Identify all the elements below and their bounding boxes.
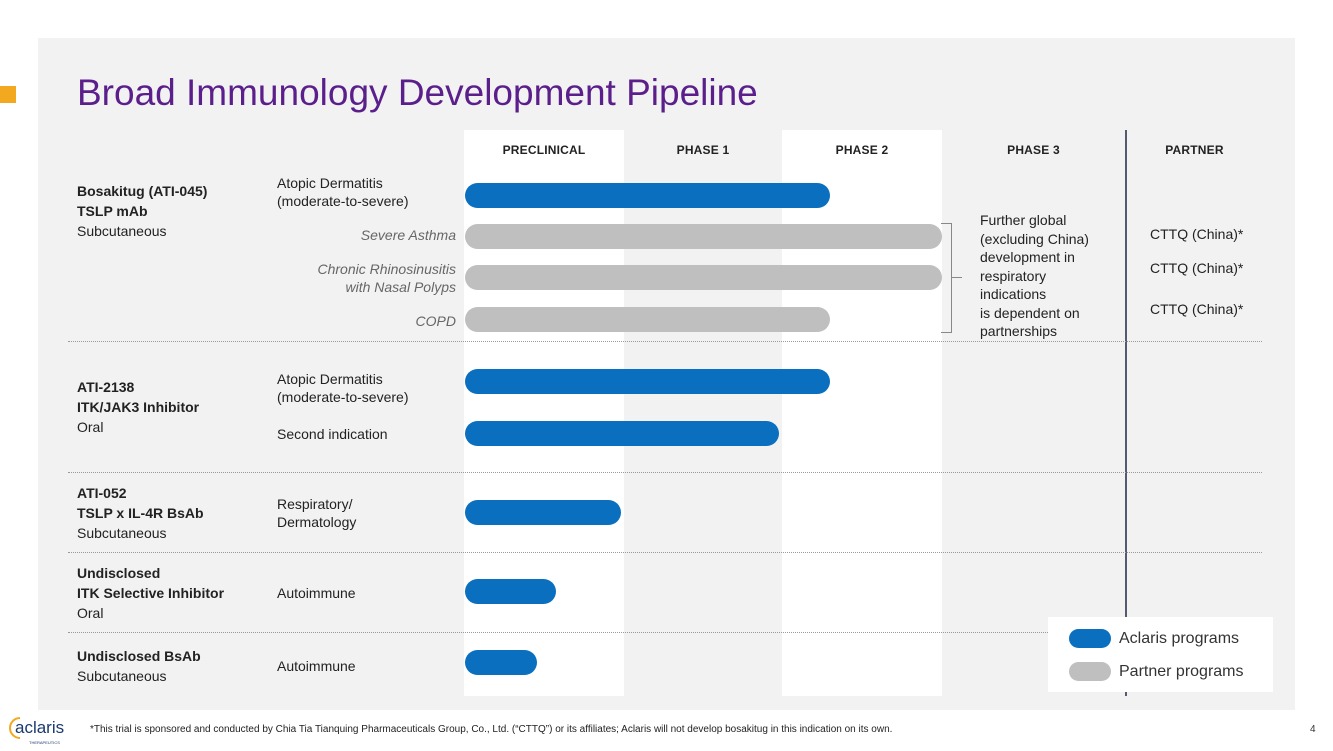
indication-label: Atopic Dermatitis (moderate-to-severe) — [277, 175, 409, 209]
page-number: 4 — [1310, 724, 1316, 735]
program-target: TSLP x IL-4R BsAb — [77, 505, 204, 521]
indication-label: Respiratory/ Dermatology — [277, 496, 357, 530]
partner-header: PARTNER — [1165, 143, 1224, 157]
indication-label: Second indication — [277, 426, 388, 442]
program-route: Subcutaneous — [77, 668, 167, 684]
progress-bar-ati-2138-ad — [465, 369, 830, 394]
program-name: ATI-052 — [77, 485, 127, 501]
progress-bar-bosakitug-ad — [465, 183, 830, 208]
program-name: ATI-2138 — [77, 379, 135, 395]
indication-label: Chronic Rhinosinusitis with Nasal Polyps — [317, 261, 456, 295]
row-separator — [68, 472, 1262, 473]
legend-label: Aclaris programs — [1119, 629, 1240, 647]
row-separator — [68, 341, 1262, 342]
indication-label: Autoimmune — [277, 658, 356, 674]
stage-header-phase1: PHASE 1 — [676, 143, 730, 157]
legend-label: Partner programs — [1119, 662, 1244, 680]
legend-item-partner: Partner programs — [1069, 662, 1244, 681]
partnership-bracket-tick — [952, 277, 962, 278]
progress-bar-bosakitug-crswnp — [465, 265, 942, 290]
preclinical-column — [464, 130, 624, 696]
row-separator — [68, 632, 1262, 633]
program-undisclosed-itk: Undisclosed ITK Selective Inhibitor Oral — [77, 563, 224, 623]
stage-header-preclinical: PRECLINICAL — [502, 143, 586, 157]
partner-divider — [1125, 130, 1127, 696]
program-bosakitug: Bosakitug (ATI-045) TSLP mAb Subcutaneou… — [77, 181, 207, 241]
aclaris-logo-mark: aclaris THERAPEUTICS — [9, 717, 64, 745]
program-route: Subcutaneous — [77, 525, 167, 541]
program-ati-2138: ATI-2138 ITK/JAK3 Inhibitor Oral — [77, 377, 199, 437]
progress-bar-undisclosed-bsab — [465, 650, 537, 675]
partnership-bracket — [941, 223, 952, 333]
partner-label: CTTQ (China)* — [1150, 226, 1244, 242]
partner-label: CTTQ (China)* — [1150, 260, 1244, 276]
row-separator — [68, 552, 1262, 553]
indication-label: Autoimmune — [277, 585, 356, 601]
aclaris-logo: aclaris THERAPEUTICS — [8, 714, 78, 746]
program-route: Oral — [77, 605, 104, 621]
program-target: ITK Selective Inhibitor — [77, 585, 225, 601]
legend-item-aclaris: Aclaris programs — [1069, 629, 1239, 648]
program-name: Undisclosed — [77, 565, 161, 581]
footnote: *This trial is sponsored and conducted b… — [90, 724, 893, 735]
logo-wordmark: aclaris — [15, 718, 64, 737]
legend-swatch-aclaris — [1069, 629, 1111, 648]
program-route: Oral — [77, 419, 104, 435]
program-name: Bosakitug (ATI-045) — [77, 183, 208, 199]
indication-label: Atopic Dermatitis (moderate-to-severe) — [277, 371, 409, 405]
legend-swatch-partner — [1069, 662, 1111, 681]
progress-bar-bosakitug-copd — [465, 307, 830, 332]
progress-bar-undisclosed-itk — [465, 579, 556, 604]
indication-label: Severe Asthma — [360, 227, 456, 243]
legend: Aclaris programs Partner programs — [1048, 617, 1273, 692]
program-route: Subcutaneous — [77, 223, 167, 239]
phase3-note: Further global (excluding China) develop… — [980, 212, 1089, 339]
accent-tab — [0, 86, 16, 103]
program-ati-052: ATI-052 TSLP x IL-4R BsAb Subcutaneous — [77, 483, 204, 543]
program-target: TSLP mAb — [77, 203, 148, 219]
program-name: Undisclosed BsAb — [77, 648, 201, 664]
page-title: Broad Immunology Development Pipeline — [77, 72, 758, 113]
program-target: ITK/JAK3 Inhibitor — [77, 399, 200, 415]
stage-header-phase3: PHASE 3 — [1007, 143, 1060, 157]
indication-label: COPD — [415, 313, 456, 329]
progress-bar-ati-052 — [465, 500, 621, 525]
progress-bar-bosakitug-asthma — [465, 224, 942, 249]
partner-label: CTTQ (China)* — [1150, 301, 1244, 317]
program-undisclosed-bsab: Undisclosed BsAb Subcutaneous — [77, 646, 201, 686]
phase2-column — [782, 130, 942, 696]
stage-header-phase2: PHASE 2 — [835, 143, 889, 157]
logo-tagline: THERAPEUTICS — [29, 740, 60, 745]
progress-bar-ati-2138-second — [465, 421, 779, 446]
